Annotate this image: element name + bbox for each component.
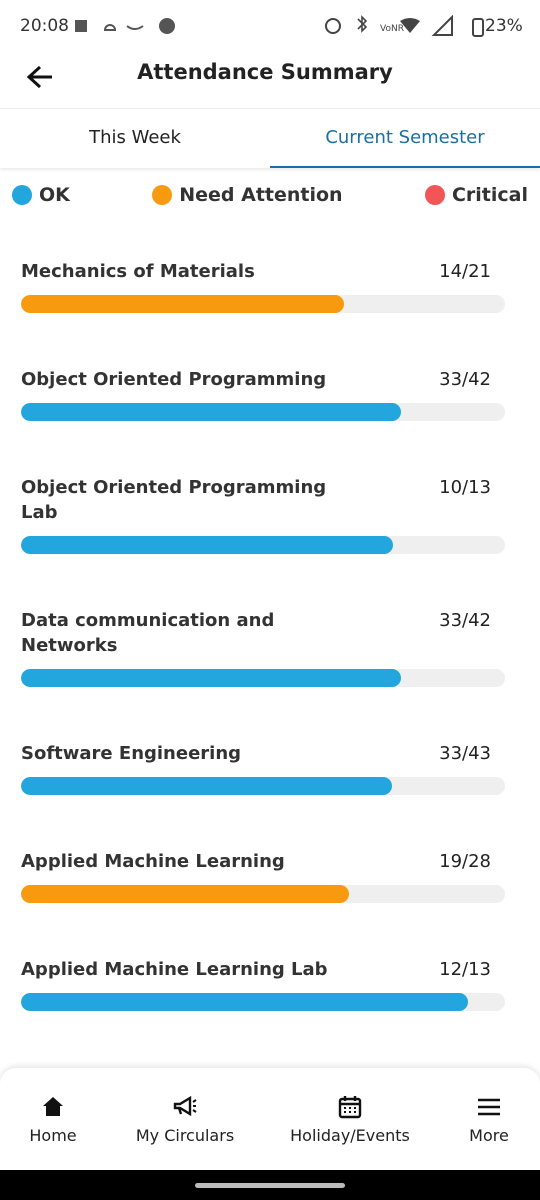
nav-item[interactable]: More bbox=[419, 1068, 540, 1170]
status-icons bbox=[75, 18, 175, 34]
svg-text:VoNR: VoNR bbox=[380, 24, 404, 34]
attendance-count: 33/42 bbox=[439, 369, 491, 390]
page-title: Attendance Summary bbox=[137, 60, 393, 84]
course-row: Software Engineering 33/43 bbox=[21, 741, 505, 766]
progress-bar bbox=[21, 669, 402, 687]
attendance-count: 14/21 bbox=[439, 261, 491, 282]
course-row: Data communication and Networks 33/42 bbox=[21, 608, 505, 658]
course-item[interactable]: Object Oriented Programming 33/42 bbox=[21, 367, 505, 421]
course-name: Applied Machine Learning bbox=[21, 851, 285, 872]
progress-track bbox=[21, 536, 505, 554]
app-header: Attendance Summary bbox=[0, 50, 540, 109]
legend: OK Need Attention Critical bbox=[12, 180, 528, 210]
attendance-count: 33/42 bbox=[439, 610, 491, 631]
system-nav-bar bbox=[0, 1170, 540, 1200]
attendance-count: 19/28 bbox=[439, 851, 491, 872]
course-name: Object Oriented Programming Lab bbox=[21, 477, 327, 523]
legend-label: Critical bbox=[451, 184, 528, 206]
progress-bar bbox=[21, 777, 393, 795]
nav-item[interactable]: Holiday/Events bbox=[280, 1068, 420, 1170]
course-row: Object Oriented Programming 33/42 bbox=[21, 367, 505, 392]
progress-bar bbox=[21, 536, 394, 554]
progress-bar bbox=[21, 885, 350, 903]
attendance-count: 10/13 bbox=[439, 477, 491, 498]
legend-item: Critical bbox=[424, 180, 528, 210]
nav-label: My Circulars bbox=[135, 1126, 235, 1145]
nav-item[interactable]: Home bbox=[0, 1068, 123, 1170]
legend-label: OK bbox=[39, 184, 70, 206]
attendance-count: 12/13 bbox=[439, 959, 491, 980]
progress-track bbox=[21, 777, 505, 795]
tab[interactable]: Current Semester bbox=[270, 109, 540, 168]
course-row: Applied Machine Learning Lab 12/13 bbox=[21, 957, 505, 982]
course-item[interactable]: Data communication and Networks 33/42 bbox=[21, 608, 505, 687]
progress-track bbox=[21, 669, 505, 687]
course-item[interactable]: Applied Machine Learning Lab 12/13 bbox=[21, 957, 505, 1011]
bottom-nav: Home My Circulars Holiday/Events More bbox=[0, 1068, 540, 1170]
course-name: Mechanics of Materials bbox=[21, 261, 255, 282]
legend-dot bbox=[424, 185, 445, 205]
legend-dot bbox=[12, 185, 32, 205]
status-bar: 20:08 VoNR 23% bbox=[0, 0, 540, 50]
course-row: Mechanics of Materials 14/21 bbox=[21, 259, 505, 284]
nav-icon bbox=[338, 1096, 362, 1119]
nav-label: Home bbox=[29, 1126, 77, 1145]
progress-bar bbox=[21, 403, 402, 421]
course-list: Mechanics of Materials 14/21 Object Orient… bbox=[21, 259, 505, 1173]
course-name: Applied Machine Learning Lab bbox=[21, 959, 328, 980]
course-row: Object Oriented Programming Lab 10/13 bbox=[21, 475, 505, 525]
nav-label: More bbox=[469, 1126, 509, 1145]
nav-icon bbox=[43, 1097, 63, 1116]
progress-track bbox=[21, 885, 505, 903]
progress-bar bbox=[21, 993, 468, 1011]
course-name: Software Engineering bbox=[21, 743, 242, 764]
back-button[interactable] bbox=[26, 65, 54, 89]
course-name: Data communication and Networks bbox=[21, 610, 275, 656]
attendance-count: 33/43 bbox=[439, 743, 491, 764]
tab[interactable]: This Week bbox=[89, 127, 181, 148]
nav-icon bbox=[173, 1095, 197, 1117]
legend-item: OK bbox=[12, 180, 70, 210]
legend-dot bbox=[152, 185, 173, 205]
legend-item: Need Attention bbox=[152, 180, 343, 210]
progress-track bbox=[21, 295, 505, 313]
home-handle bbox=[195, 1183, 345, 1188]
course-item[interactable]: Applied Machine Learning 19/28 bbox=[21, 849, 505, 903]
time: 20:08 bbox=[20, 16, 69, 36]
tab-bar: This Week Current Semester bbox=[0, 109, 540, 168]
course-name: Object Oriented Programming bbox=[21, 369, 327, 390]
battery-icon bbox=[472, 18, 484, 37]
nav-item[interactable]: My Circulars bbox=[115, 1068, 255, 1170]
nav-icon bbox=[478, 1098, 500, 1116]
course-row: Applied Machine Learning 19/28 bbox=[21, 849, 505, 874]
course-item[interactable]: Mechanics of Materials 14/21 bbox=[21, 259, 505, 313]
course-item[interactable]: Software Engineering 33/43 bbox=[21, 741, 505, 795]
battery: 23% bbox=[485, 16, 523, 36]
status-icons-right: VoNR bbox=[325, 15, 453, 36]
legend-label: Need Attention bbox=[179, 184, 343, 206]
course-item[interactable]: Object Oriented Programming Lab 10/13 bbox=[21, 475, 505, 554]
nav-label: Holiday/Events bbox=[290, 1126, 410, 1145]
progress-bar bbox=[21, 295, 344, 313]
progress-track bbox=[21, 403, 505, 421]
progress-track bbox=[21, 993, 505, 1011]
